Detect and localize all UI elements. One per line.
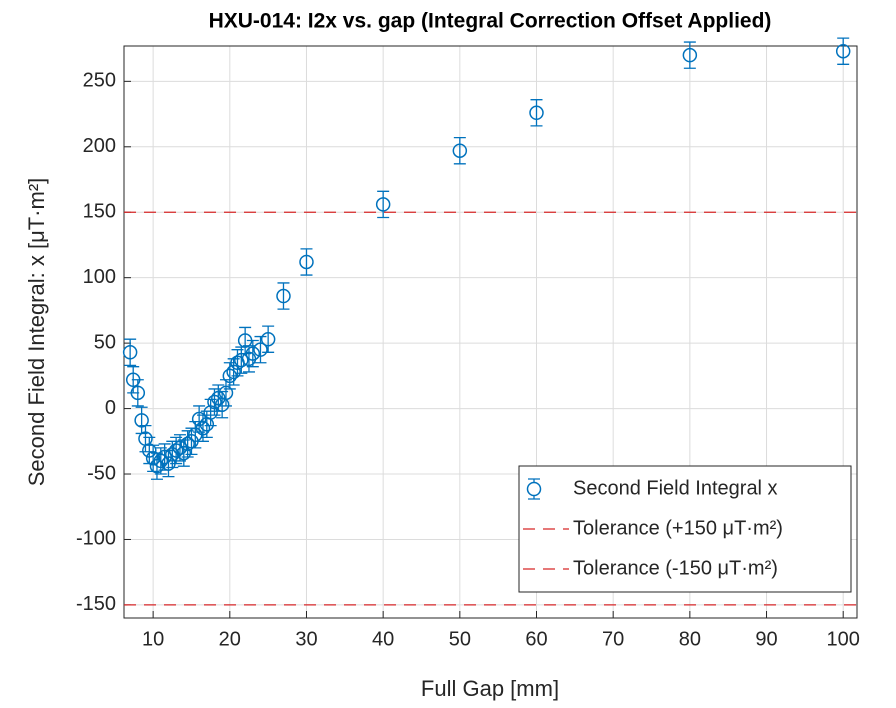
legend-label: Tolerance (+150 μT·m²) [573,517,783,539]
data-point [145,451,161,466]
data-point [203,405,218,420]
error-bar [277,282,290,310]
data-point [176,445,192,461]
x-tick-label: 100 [827,628,860,650]
data-point [130,385,146,401]
y-tick-label: -150 [76,593,116,615]
x-tick-label: 70 [602,628,624,650]
data-point [682,47,698,63]
error-bar [300,248,313,276]
y-tick-label: 150 [83,201,116,223]
x-tick-label: 20 [219,628,241,650]
data-point [207,394,222,410]
legend-symbol [526,481,542,497]
error-bar [837,37,850,65]
y-tick-label: 250 [83,70,116,92]
error-bar [530,99,543,127]
x-tick-label: 60 [525,628,547,650]
error-bar [131,379,144,407]
data-point [153,453,169,469]
error-bar [453,136,466,165]
legend-box [518,465,852,593]
data-point [195,420,211,436]
data-point [375,197,391,212]
data-point [142,443,157,458]
data-point [276,288,291,304]
error-bar [377,190,390,219]
error-bar [254,335,267,364]
x-tick-label: 30 [295,628,317,650]
error-bar [262,325,275,353]
data-point [134,413,149,428]
legend-label: Second Field Integral x [573,477,778,499]
data-point [299,254,314,270]
y-tick-label: 50 [94,331,116,353]
data-point [260,331,276,347]
x-tick-label: 10 [142,628,164,650]
y-tick-label: 100 [83,266,116,288]
error-bar [683,41,696,69]
legend-label: Tolerance (-150 μT·m²) [573,557,778,579]
y-tick-label: -100 [76,528,116,550]
data-point [218,385,234,401]
data-point [835,43,851,59]
x-tick-label: 90 [755,628,777,650]
error-bar [246,339,259,368]
data-point [168,443,184,458]
data-point [191,411,207,427]
data-point [452,143,468,158]
data-point [245,346,261,361]
chart-title: HXU-014: I2x vs. gap (Integral Correctio… [209,10,772,33]
data-point [226,364,241,380]
x-axis-label: Full Gap [mm] [421,676,559,701]
x-tick-label: 40 [372,628,394,650]
error-bar [124,338,137,367]
y-tick-label: 200 [83,135,116,157]
y-axis-label: Second Field Integral: x [μT·m²] [24,178,49,487]
data-point [253,342,268,357]
plot-frame [123,45,858,619]
data-point [529,105,544,121]
y-tick-label: -50 [87,462,116,484]
x-tick-label: 50 [449,628,471,650]
data-point [122,345,138,360]
y-tick-label: 0 [105,397,116,419]
data-point [180,436,195,452]
x-tick-label: 80 [679,628,701,650]
